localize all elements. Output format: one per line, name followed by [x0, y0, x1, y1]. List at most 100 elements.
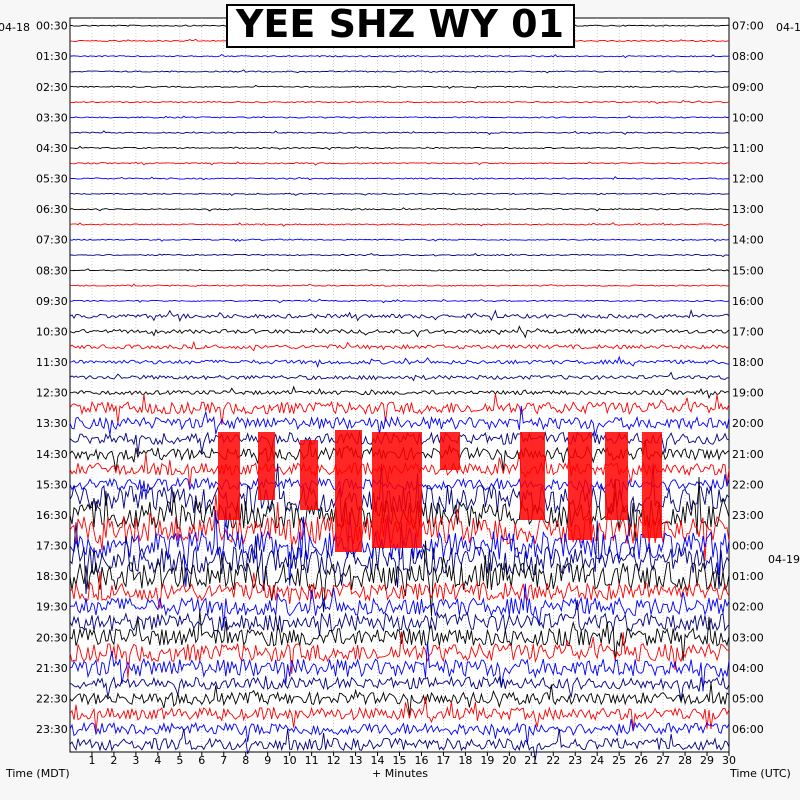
seismic-trace — [69, 308, 730, 323]
left-time-label: 22:30 — [36, 692, 68, 705]
clipped-signal-block — [335, 430, 362, 552]
x-tick-label: 24 — [590, 754, 604, 767]
left-time-label: 04:30 — [36, 142, 68, 155]
left-time-label: 01:30 — [36, 50, 68, 63]
clipped-signal-block — [568, 432, 592, 540]
seismic-trace — [69, 84, 730, 89]
traces — [69, 23, 730, 761]
right-time-label: 09:00 — [732, 81, 764, 94]
clipped-signal-block — [642, 432, 662, 538]
seismic-trace — [69, 631, 730, 678]
right-time-label: 10:00 — [732, 111, 764, 124]
right-time-label: 14:00 — [732, 234, 764, 247]
right-time-label: 21:00 — [732, 448, 764, 461]
x-axis-label: + Minutes — [372, 767, 428, 780]
right-time-label: 19:00 — [732, 387, 764, 400]
x-tick-labels: 1 2 3 4 5 6 7 8 9 10 11 12 13 14 15 16 17 18 19 20 21 22 23 24 2… — [88, 752, 736, 767]
right-time-label: 08:00 — [732, 50, 764, 63]
clipped-signal-block — [372, 432, 422, 548]
seismic-trace — [69, 176, 730, 181]
x-tick-label: 29 — [700, 754, 714, 767]
right-time-label: 15:00 — [732, 264, 764, 277]
seismic-trace — [69, 718, 730, 745]
left-time-label: 08:30 — [36, 264, 68, 277]
x-tick-label: 9 — [264, 754, 271, 767]
left-time-label: 10:30 — [36, 325, 68, 338]
x-tick-label: 5 — [176, 754, 183, 767]
seismic-trace — [69, 393, 730, 425]
left-time-labels: 00:30 01:30 02:30 03:30 04:30 05:30 06:30 07:30… — [36, 20, 68, 736]
seismic-trace — [69, 268, 730, 272]
x-tick-label: 12 — [327, 754, 341, 767]
x-tick-label: 7 — [220, 754, 227, 767]
seismic-trace — [69, 192, 730, 196]
date-right: 04-1 — [776, 21, 800, 34]
seismic-trace — [69, 325, 730, 339]
seismic-trace — [69, 599, 730, 637]
x-tick-label: 20 — [502, 754, 516, 767]
x-tick-label: 13 — [349, 754, 363, 767]
x-tick-label: 11 — [305, 754, 319, 767]
x-tick-label: 3 — [132, 754, 139, 767]
right-time-label: 00:00 — [732, 540, 764, 553]
right-time-label: 22:00 — [732, 478, 764, 491]
seismic-trace — [69, 405, 730, 437]
x-axis-label-right: Time (UTC) — [729, 767, 791, 780]
x-tick-label: 18 — [458, 754, 472, 767]
x-tick-label: 25 — [612, 754, 626, 767]
left-time-label: 06:30 — [36, 203, 68, 216]
right-time-label: 11:00 — [732, 142, 764, 155]
x-tick-label: 27 — [656, 754, 670, 767]
seismic-trace — [69, 238, 730, 242]
x-tick-label: 6 — [198, 754, 205, 767]
clipped-signal-block — [605, 432, 628, 520]
seismic-trace — [69, 222, 730, 227]
seismic-trace — [69, 675, 730, 701]
seismic-trace — [69, 371, 729, 382]
seismic-trace — [69, 610, 730, 662]
title-box — [226, 4, 575, 48]
x-tick-label: 4 — [154, 754, 161, 767]
right-time-label: 01:00 — [732, 570, 764, 583]
seismic-trace — [69, 69, 730, 74]
right-time-label: 16:00 — [732, 295, 764, 308]
chart-title: YEE SHZ WY 01 — [235, 2, 564, 46]
left-time-label: 18:30 — [36, 570, 68, 583]
seismic-trace — [69, 520, 730, 595]
x-tick-label: 10 — [283, 754, 297, 767]
right-time-label: 04:00 — [732, 662, 764, 675]
x-tick-label: 23 — [568, 754, 582, 767]
left-time-label: 20:30 — [36, 631, 68, 644]
x-tick-label: 28 — [678, 754, 692, 767]
x-tick-label: 16 — [414, 754, 428, 767]
left-time-label: 17:30 — [36, 540, 68, 553]
x-tick-label: 17 — [436, 754, 450, 767]
x-axis-label-left: Time (MDT) — [5, 767, 70, 780]
seismic-trace — [69, 583, 730, 628]
x-tick-label: 8 — [242, 754, 249, 767]
right-time-label: 18:00 — [732, 356, 764, 369]
x-tick-label: 30 — [722, 754, 736, 767]
left-time-label: 14:30 — [36, 448, 68, 461]
right-time-label: 20:00 — [732, 417, 764, 430]
x-tick-label: 15 — [393, 754, 407, 767]
seismic-trace — [69, 161, 730, 166]
seismic-trace — [69, 355, 730, 368]
left-time-label: 11:30 — [36, 356, 68, 369]
clipped-signal-block — [218, 432, 240, 520]
right-time-label: 02:00 — [732, 601, 764, 614]
left-time-label: 19:30 — [36, 601, 68, 614]
seismic-trace — [69, 130, 730, 135]
seismic-trace — [69, 298, 730, 304]
seismic-trace — [69, 728, 730, 761]
x-tick-label: 1 — [88, 754, 95, 767]
date-right-mid: 04-19 — [768, 553, 800, 566]
clipped-signal-block — [258, 432, 275, 500]
seismic-trace — [69, 115, 730, 119]
seismic-trace — [69, 99, 730, 105]
seismic-trace — [69, 283, 730, 287]
right-time-label: 06:00 — [732, 723, 764, 736]
left-time-label: 13:30 — [36, 417, 68, 430]
right-time-label: 05:00 — [732, 692, 764, 705]
